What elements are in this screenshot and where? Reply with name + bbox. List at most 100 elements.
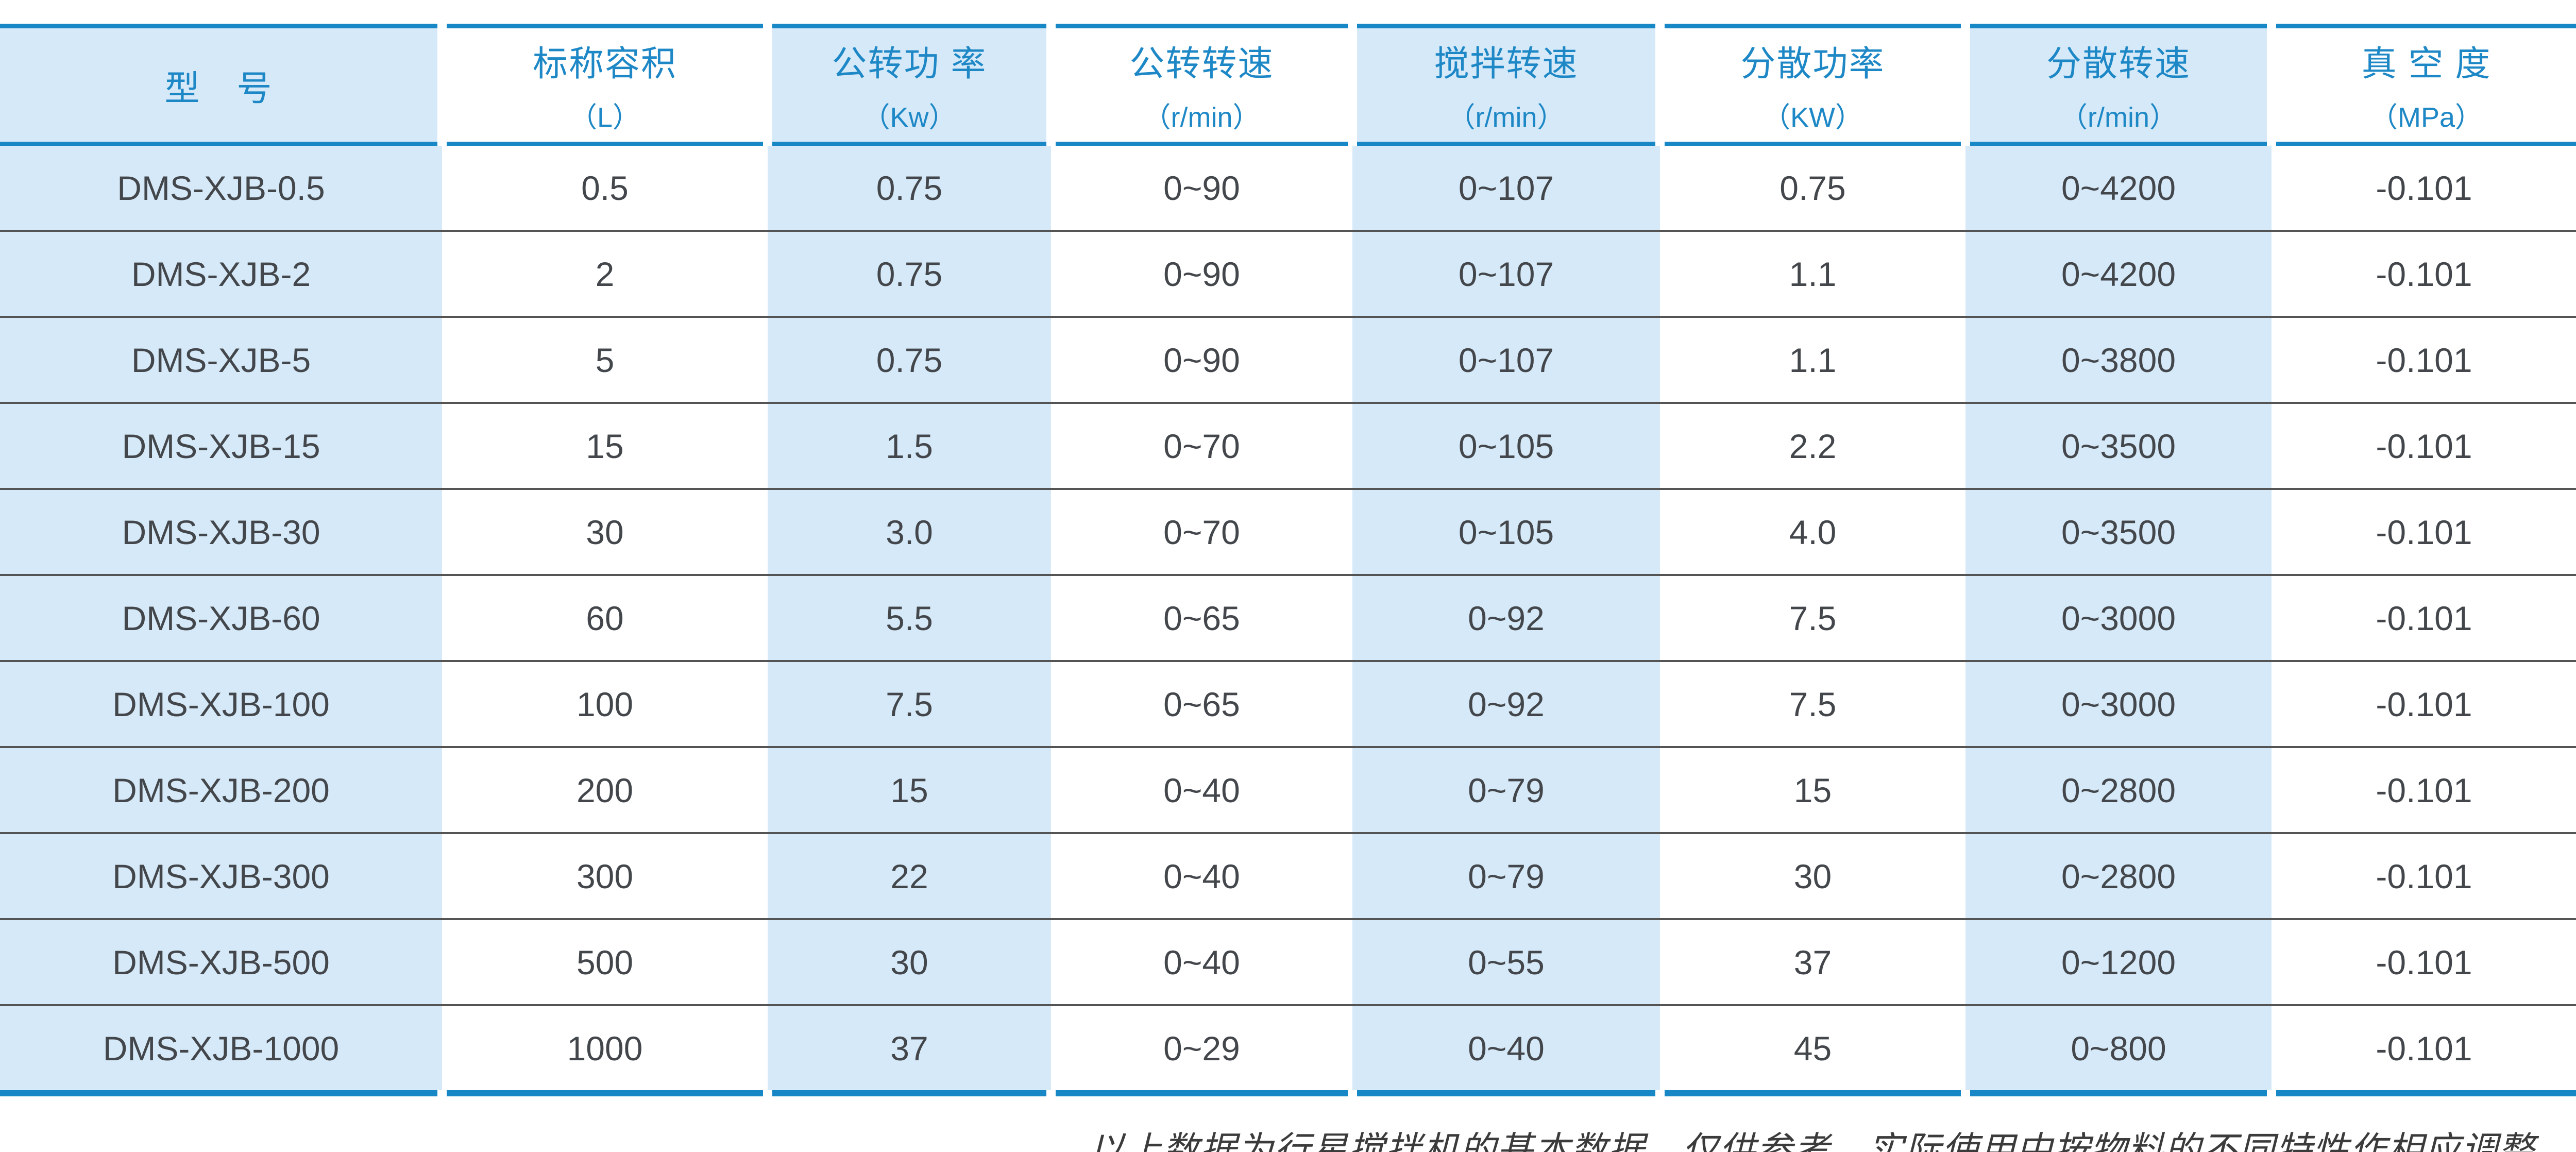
cell-revolution-speed: 0~65 [1051, 661, 1352, 748]
cell-dispersion-speed: 0~3800 [1965, 317, 2272, 404]
table-row: DMS-XJB-5 5 0.75 0~90 0~107 1.1 0~3800 -… [0, 317, 2576, 404]
cell-capacity: 5 [442, 317, 768, 404]
cell-stirring-speed: 0~105 [1352, 403, 1660, 490]
table-row: DMS-XJB-30 30 3.0 0~70 0~105 4.0 0~3500 … [0, 489, 2576, 576]
cell-revolution-speed: 0~90 [1051, 146, 1352, 232]
column-header-revolution-speed: 公转转速 （r/min） [1051, 24, 1352, 146]
table-header: 型 号 标称容积 （L） 公转功 率 （Kw） [0, 24, 2576, 146]
cell-revolution-power: 3.0 [768, 489, 1051, 576]
cell-vacuum: -0.101 [2272, 231, 2576, 318]
cell-model: DMS-XJB-30 [0, 489, 442, 576]
column-header-revolution-power: 公转功 率 （Kw） [768, 24, 1051, 146]
bottom-bar-segment [2272, 1090, 2576, 1096]
table-row: DMS-XJB-1000 1000 37 0~29 0~40 45 0~800 … [0, 1005, 2576, 1090]
cell-capacity: 100 [442, 661, 768, 748]
cell-dispersion-speed: 0~4200 [1965, 146, 2272, 232]
table-row: DMS-XJB-60 60 5.5 0~65 0~92 7.5 0~3000 -… [0, 575, 2576, 662]
cell-capacity: 2 [442, 231, 768, 318]
cell-vacuum: -0.101 [2272, 489, 2576, 576]
bottom-bar-segment [1660, 1090, 1965, 1096]
spec-table: 型 号 标称容积 （L） 公转功 率 （Kw） [0, 24, 2576, 1096]
table-row: DMS-XJB-0.5 0.5 0.75 0~90 0~107 0.75 0~4… [0, 146, 2576, 232]
column-header-dispersion-speed: 分散转速 （r/min） [1965, 24, 2272, 146]
cell-capacity: 30 [442, 489, 768, 576]
cell-stirring-speed: 0~55 [1352, 919, 1660, 1006]
cell-revolution-speed: 0~40 [1051, 919, 1352, 1006]
cell-revolution-power: 22 [768, 833, 1051, 920]
cell-dispersion-speed: 0~3500 [1965, 403, 2272, 490]
cell-model: DMS-XJB-500 [0, 919, 442, 1006]
cell-revolution-speed: 0~65 [1051, 575, 1352, 662]
cell-model: DMS-XJB-5 [0, 317, 442, 404]
cell-dispersion-speed: 0~2800 [1965, 747, 2272, 834]
cell-stirring-speed: 0~40 [1352, 1005, 1660, 1090]
column-title-dispersion-speed: 分散转速 [2046, 44, 2191, 83]
column-unit-vacuum: （MPa） [2369, 102, 2483, 133]
cell-vacuum: -0.101 [2272, 146, 2576, 232]
cell-dispersion-power: 4.0 [1660, 489, 1965, 576]
cell-dispersion-power: 1.1 [1660, 231, 1965, 318]
cell-revolution-speed: 0~90 [1051, 231, 1352, 318]
cell-model: DMS-XJB-15 [0, 403, 442, 490]
column-unit-revolution-speed: （r/min） [1143, 102, 1261, 133]
table-row: DMS-XJB-500 500 30 0~40 0~55 37 0~1200 -… [0, 919, 2576, 1006]
cell-capacity: 200 [442, 747, 768, 834]
cell-revolution-speed: 0~70 [1051, 489, 1352, 576]
cell-revolution-power: 0.75 [768, 317, 1051, 404]
cell-revolution-power: 1.5 [768, 403, 1051, 490]
cell-dispersion-speed: 0~2800 [1965, 833, 2272, 920]
table-row: DMS-XJB-2 2 0.75 0~90 0~107 1.1 0~4200 -… [0, 231, 2576, 318]
cell-vacuum: -0.101 [2272, 403, 2576, 490]
cell-dispersion-power: 7.5 [1660, 661, 1965, 748]
cell-capacity: 300 [442, 833, 768, 920]
column-header-capacity: 标称容积 （L） [442, 24, 768, 146]
cell-vacuum: -0.101 [2272, 747, 2576, 834]
cell-model: DMS-XJB-200 [0, 747, 442, 834]
column-title-vacuum: 真 空 度 [2361, 44, 2492, 83]
cell-model: DMS-XJB-0.5 [0, 146, 442, 232]
cell-dispersion-speed: 0~3000 [1965, 575, 2272, 662]
cell-dispersion-power: 15 [1660, 747, 1965, 834]
cell-dispersion-power: 2.2 [1660, 403, 1965, 490]
cell-dispersion-speed: 0~800 [1965, 1005, 2272, 1090]
cell-stirring-speed: 0~107 [1352, 146, 1660, 232]
bottom-bar-row [0, 1090, 2576, 1096]
cell-dispersion-speed: 0~1200 [1965, 919, 2272, 1006]
cell-model: DMS-XJB-1000 [0, 1005, 442, 1090]
cell-dispersion-speed: 0~3500 [1965, 489, 2272, 576]
table-body: DMS-XJB-0.5 0.5 0.75 0~90 0~107 0.75 0~4… [0, 146, 2576, 1090]
column-title-revolution-speed: 公转转速 [1129, 44, 1274, 83]
cell-capacity: 15 [442, 403, 768, 490]
cell-revolution-power: 30 [768, 919, 1051, 1006]
cell-vacuum: -0.101 [2272, 661, 2576, 748]
table-row: DMS-XJB-100 100 7.5 0~65 0~92 7.5 0~3000… [0, 661, 2576, 748]
cell-dispersion-power: 0.75 [1660, 146, 1965, 232]
cell-revolution-power: 7.5 [768, 661, 1051, 748]
column-header-dispersion-power: 分散功率 （KW） [1660, 24, 1965, 146]
column-header-vacuum: 真 空 度 （MPa） [2272, 24, 2576, 146]
cell-revolution-power: 0.75 [768, 231, 1051, 318]
cell-stirring-speed: 0~92 [1352, 575, 1660, 662]
cell-revolution-speed: 0~40 [1051, 747, 1352, 834]
cell-revolution-speed: 0~40 [1051, 833, 1352, 920]
cell-capacity: 1000 [567, 1029, 643, 1068]
cell-dispersion-speed: 0~4200 [1965, 231, 2272, 318]
table-row: DMS-XJB-15 15 1.5 0~70 0~105 2.2 0~3500 … [0, 403, 2576, 490]
column-header-model: 型 号 [0, 24, 442, 146]
column-header-stirring-speed: 搅拌转速 （r/min） [1352, 24, 1660, 146]
cell-model: DMS-XJB-2 [0, 231, 442, 318]
column-title-dispersion-power: 分散功率 [1740, 44, 1885, 83]
cell-revolution-power: 37 [768, 1005, 1051, 1090]
cell-stirring-speed: 0~79 [1352, 833, 1660, 920]
column-unit-stirring-speed: （r/min） [1447, 102, 1565, 133]
cell-capacity: 500 [442, 919, 768, 1006]
cell-dispersion-power: 45 [1793, 1029, 1832, 1068]
cell-revolution-speed: 0~29 [1163, 1029, 1240, 1068]
footnote: 以上数据为行星搅拌机的基本数据，仅供参考，实际使用中按物料的不同特性作相应调整。 [1089, 1129, 2572, 1152]
bottom-bar-segment [1965, 1090, 2272, 1096]
cell-stirring-speed: 0~105 [1352, 489, 1660, 576]
cell-vacuum: -0.101 [2272, 833, 2576, 920]
cell-model: DMS-XJB-100 [0, 661, 442, 748]
table-row: DMS-XJB-300 300 22 0~40 0~79 30 0~2800 -… [0, 833, 2576, 920]
